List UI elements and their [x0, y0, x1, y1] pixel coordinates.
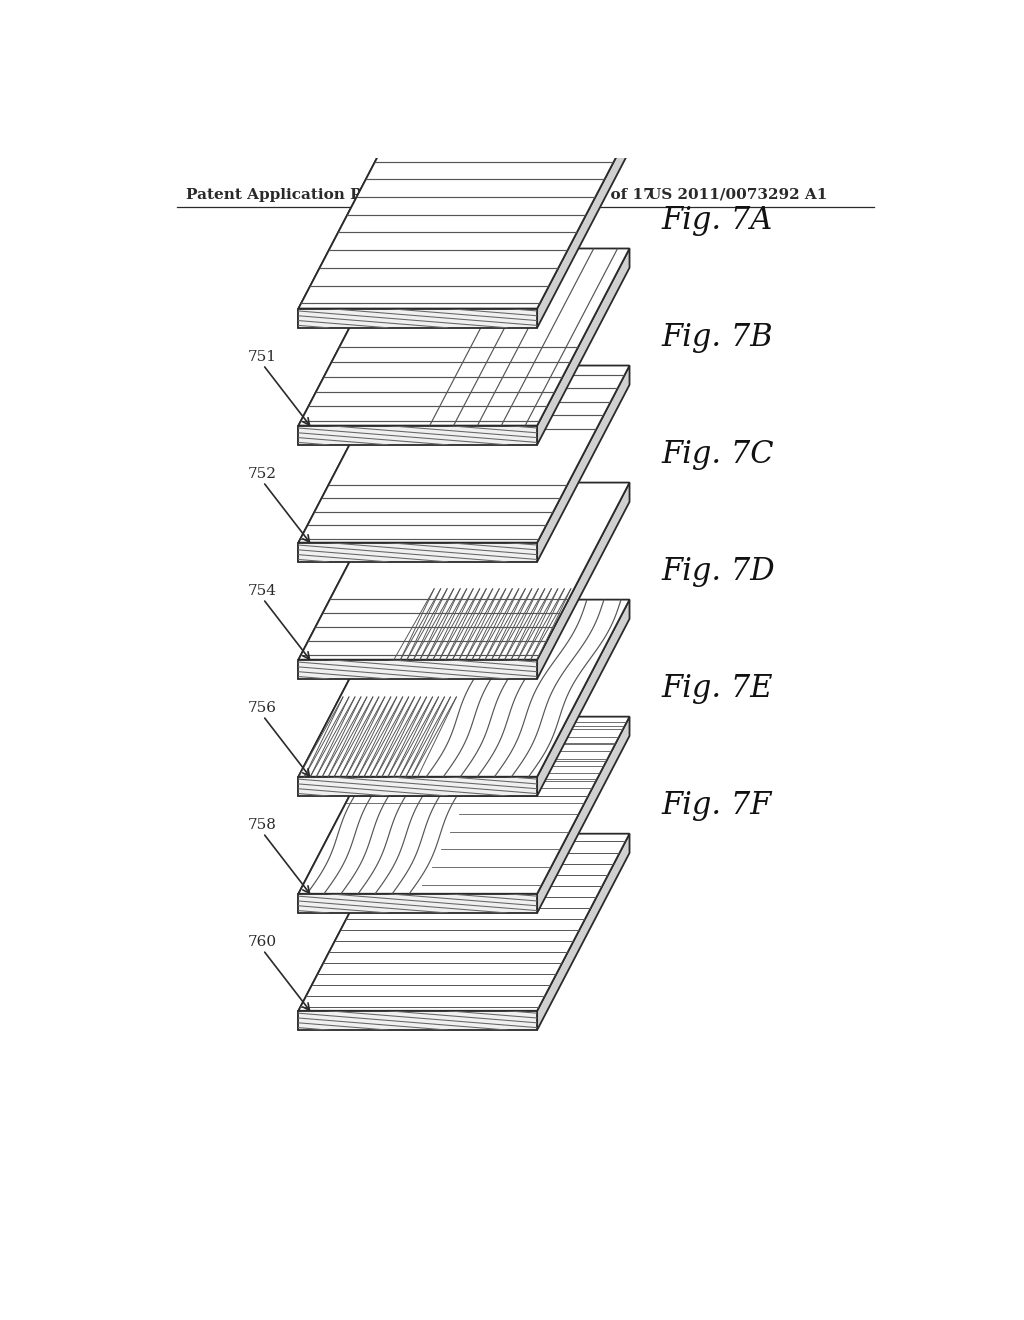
- Polygon shape: [298, 834, 391, 1030]
- Polygon shape: [298, 483, 391, 678]
- Text: US 2011/0073292 A1: US 2011/0073292 A1: [648, 187, 827, 202]
- Polygon shape: [298, 717, 391, 913]
- Polygon shape: [538, 717, 630, 913]
- Text: 751: 751: [248, 350, 276, 364]
- Polygon shape: [298, 132, 630, 309]
- Polygon shape: [298, 776, 538, 796]
- Polygon shape: [538, 834, 630, 1030]
- Text: Fig. 7C: Fig. 7C: [662, 438, 774, 470]
- Text: 758: 758: [248, 818, 276, 832]
- Text: Fig. 7A: Fig. 7A: [662, 205, 773, 235]
- Polygon shape: [298, 1011, 538, 1030]
- Polygon shape: [538, 483, 630, 678]
- Text: 760: 760: [248, 936, 276, 949]
- Text: Fig. 7D: Fig. 7D: [662, 556, 775, 586]
- Polygon shape: [298, 834, 630, 1011]
- Text: Fig. 7E: Fig. 7E: [662, 673, 773, 704]
- Polygon shape: [538, 132, 630, 327]
- Polygon shape: [298, 425, 538, 445]
- Polygon shape: [538, 366, 630, 562]
- Polygon shape: [298, 717, 630, 894]
- Polygon shape: [298, 543, 538, 562]
- Text: 752: 752: [248, 467, 276, 480]
- Text: Mar. 31, 2011  Sheet 9 of 17: Mar. 31, 2011 Sheet 9 of 17: [412, 187, 653, 202]
- Polygon shape: [298, 660, 538, 678]
- Polygon shape: [298, 309, 538, 327]
- Text: 756: 756: [248, 701, 276, 715]
- Text: Fig. 7F: Fig. 7F: [662, 789, 772, 821]
- Polygon shape: [538, 599, 630, 796]
- Polygon shape: [298, 248, 391, 445]
- Polygon shape: [298, 366, 630, 543]
- Polygon shape: [298, 599, 630, 776]
- Polygon shape: [298, 366, 391, 562]
- Text: Patent Application Publication: Patent Application Publication: [186, 187, 449, 202]
- Polygon shape: [298, 894, 538, 913]
- Polygon shape: [298, 483, 630, 660]
- Polygon shape: [298, 132, 391, 327]
- Polygon shape: [298, 248, 630, 425]
- Text: 754: 754: [248, 585, 276, 598]
- Polygon shape: [538, 248, 630, 445]
- Text: Fig. 7B: Fig. 7B: [662, 322, 773, 352]
- Polygon shape: [298, 599, 391, 796]
